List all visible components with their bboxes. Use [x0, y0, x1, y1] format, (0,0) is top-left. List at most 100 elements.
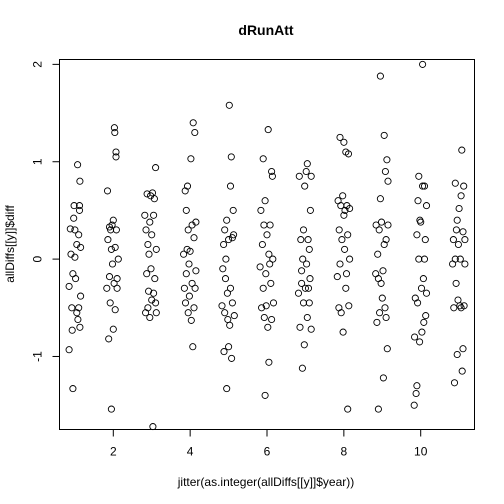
- data-point: [458, 367, 466, 375]
- data-point: [230, 231, 238, 239]
- data-point: [69, 385, 77, 393]
- data-point: [382, 313, 390, 322]
- y-tick-label: 1: [31, 158, 45, 165]
- data-point: [223, 289, 231, 297]
- data-point: [144, 304, 152, 312]
- data-point: [70, 214, 78, 222]
- data-point: [225, 236, 233, 244]
- data-point: [376, 72, 384, 80]
- data-point: [336, 260, 344, 268]
- data-point: [456, 255, 464, 263]
- data-point: [191, 128, 199, 137]
- data-point: [106, 299, 114, 307]
- data-point: [221, 226, 229, 234]
- data-point: [340, 138, 348, 146]
- data-point: [346, 204, 354, 213]
- data-point: [152, 245, 160, 253]
- data-point: [298, 267, 306, 275]
- data-point: [458, 146, 466, 154]
- data-point: [70, 202, 78, 210]
- data-point: [380, 131, 388, 139]
- data-point: [257, 206, 265, 214]
- data-point: [111, 243, 119, 251]
- data-point: [184, 226, 192, 234]
- x-tick-label: 10: [414, 445, 428, 459]
- data-point: [383, 345, 391, 353]
- plot-frame: [59, 59, 475, 430]
- data-point: [75, 202, 84, 210]
- data-point: [225, 343, 233, 351]
- data-point: [181, 299, 190, 307]
- data-point: [453, 216, 461, 224]
- y-axis-label: allDiffs[[y]]$diff: [3, 205, 17, 283]
- data-point: [373, 318, 381, 326]
- data-point: [344, 231, 352, 239]
- data-point: [372, 221, 380, 229]
- data-point: [303, 160, 311, 168]
- data-point: [376, 195, 384, 203]
- data-point: [306, 275, 314, 283]
- data-point: [301, 284, 309, 292]
- data-point: [226, 182, 235, 190]
- data-point: [73, 309, 81, 317]
- data-point: [104, 236, 112, 244]
- data-point: [413, 231, 421, 239]
- data-point: [77, 243, 85, 251]
- data-point: [141, 211, 149, 219]
- data-point: [111, 306, 119, 314]
- data-point: [299, 299, 308, 307]
- data-point: [108, 221, 116, 229]
- data-point: [220, 240, 228, 249]
- data-point: [71, 226, 79, 234]
- data-point: [378, 294, 386, 302]
- data-point: [189, 343, 197, 351]
- data-point: [412, 389, 420, 398]
- data-point: [340, 211, 348, 219]
- data-point: [342, 270, 351, 278]
- data-point: [113, 275, 121, 283]
- data-point: [220, 348, 228, 356]
- data-point: [66, 225, 74, 233]
- data-point: [417, 284, 426, 292]
- data-point: [144, 240, 152, 249]
- data-point: [183, 182, 192, 190]
- data-point: [382, 236, 390, 244]
- data-point: [105, 335, 113, 343]
- data-point: [258, 304, 266, 312]
- data-point: [459, 345, 467, 353]
- data-point: [151, 275, 159, 283]
- data-point: [189, 119, 197, 127]
- data-point: [268, 167, 276, 176]
- data-point: [377, 218, 386, 226]
- data-point: [304, 236, 312, 244]
- y-tick-label: -1: [31, 351, 45, 362]
- data-point: [419, 60, 427, 68]
- data-point: [422, 289, 431, 297]
- data-point: [266, 260, 274, 268]
- data-point: [230, 312, 238, 320]
- data-point: [461, 236, 469, 244]
- data-point: [420, 182, 429, 190]
- data-point: [304, 284, 313, 292]
- data-point: [300, 341, 308, 349]
- data-point: [381, 167, 389, 176]
- data-point: [68, 304, 76, 312]
- data-point: [374, 250, 382, 258]
- data-point: [295, 172, 303, 180]
- data-point: [103, 284, 111, 292]
- data-point: [302, 167, 310, 176]
- data-point: [453, 350, 461, 359]
- data-point: [224, 315, 232, 324]
- data-point: [143, 190, 151, 198]
- data-point: [146, 218, 154, 226]
- data-point: [268, 315, 276, 324]
- data-point: [76, 177, 84, 185]
- data-point: [333, 273, 341, 281]
- data-point: [259, 155, 267, 163]
- data-point: [114, 255, 122, 263]
- data-point: [383, 156, 391, 164]
- data-point: [76, 323, 84, 331]
- data-point: [112, 226, 120, 234]
- data-point: [185, 292, 193, 300]
